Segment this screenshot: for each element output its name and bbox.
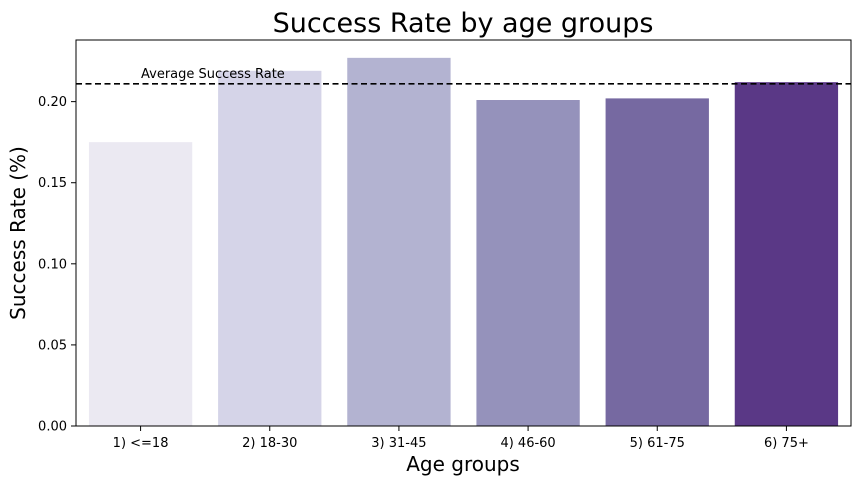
x-tick-label: 5) 61-75 — [630, 436, 685, 451]
x-axis-label: Age groups — [406, 452, 520, 476]
x-tick-label: 4) 46-60 — [500, 436, 555, 451]
x-tick-label: 1) <=18 — [113, 436, 169, 451]
average-reference-label: Average Success Rate — [141, 67, 285, 82]
bar-1 — [88, 142, 193, 427]
y-tick-label: 0.05 — [38, 338, 67, 353]
y-axis-label: Success Rate (%) — [6, 146, 30, 320]
plot-area: Average Success Rate 0.00 0.05 0.10 0.15 0.20… — [38, 39, 852, 451]
bar-3 — [347, 57, 451, 427]
x-tick-label: 3) 31-45 — [371, 436, 426, 451]
bar-5 — [605, 98, 709, 427]
y-tick-label: 0.20 — [38, 95, 67, 110]
plot-frame — [75, 39, 852, 427]
x-tick-label: 6) 75+ — [764, 436, 809, 451]
y-tick-label: 0.15 — [38, 176, 67, 191]
x-tick-label: 2) 18-30 — [242, 436, 297, 451]
y-tick-label: 0.10 — [38, 257, 67, 272]
bar-4 — [476, 100, 580, 427]
bar-2 — [218, 70, 322, 426]
chart-title: Success Rate by age groups — [273, 8, 654, 39]
bar-6 — [734, 82, 839, 427]
y-tick-label: 0.00 — [38, 420, 67, 435]
